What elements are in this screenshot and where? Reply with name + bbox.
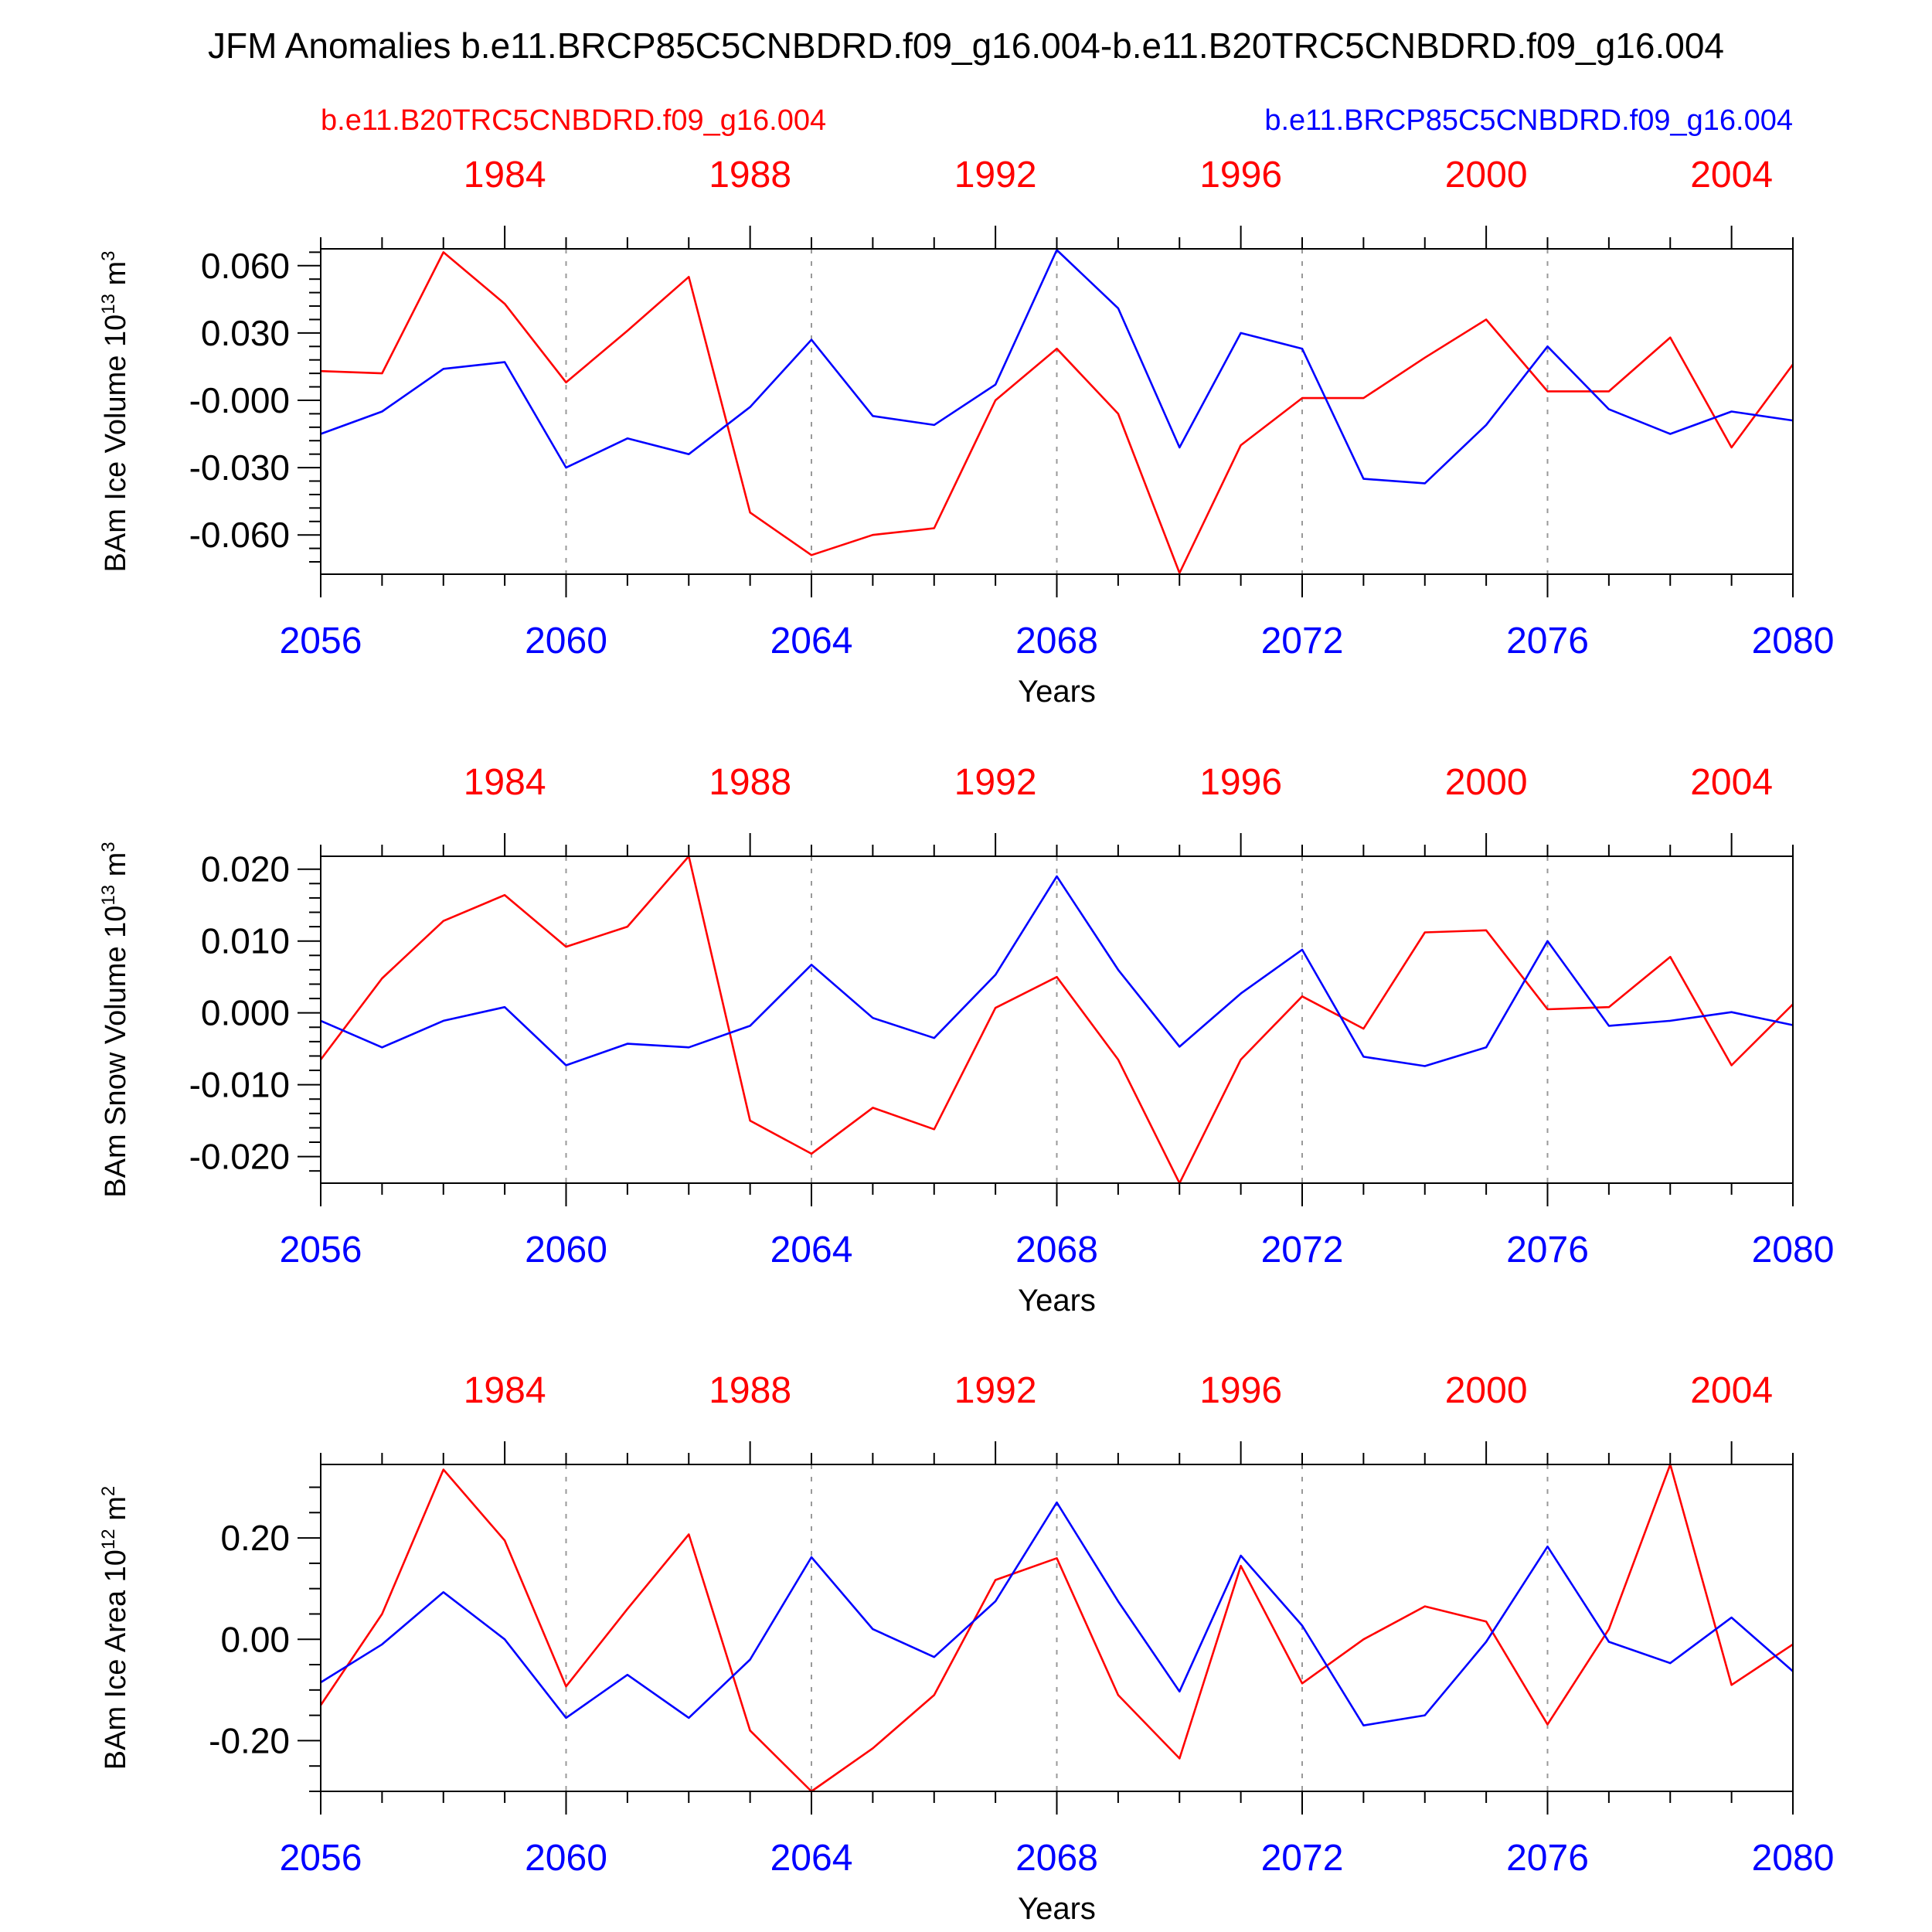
y-tick-label: -0.010 bbox=[189, 1065, 290, 1105]
y-tick-label: -0.030 bbox=[189, 447, 290, 488]
chart-panel-3: 2056 2060 2064 2068 2072 2076 2080 1984 1988 1992… bbox=[98, 1370, 1834, 1926]
x-tick-label-bottom: 2080 bbox=[1752, 1838, 1835, 1879]
y-axis-label-exponent: 13 bbox=[98, 885, 119, 906]
x-tick-label-bottom: 2072 bbox=[1261, 621, 1344, 662]
x-tick-label-top: 2004 bbox=[1690, 1370, 1773, 1411]
y-tick-label: -0.20 bbox=[209, 1720, 290, 1760]
x-tick-label-top: 1996 bbox=[1199, 1370, 1282, 1411]
x-tick-label-top: 1992 bbox=[954, 762, 1037, 803]
x-tick-label-bottom: 2064 bbox=[770, 1230, 853, 1270]
y-axis-label-unit-exponent: 2 bbox=[98, 1486, 119, 1496]
y-tick-label: 0.00 bbox=[220, 1619, 290, 1659]
y-axis-label-exponent: 12 bbox=[98, 1529, 119, 1549]
x-tick-label-bottom: 2064 bbox=[770, 1838, 853, 1879]
y-axis-label-unit-exponent: 3 bbox=[98, 842, 119, 852]
x-tick-label-bottom: 2060 bbox=[525, 621, 607, 662]
y-tick-label: -0.060 bbox=[189, 515, 290, 555]
chart-panel-2: 2056 2060 2064 2068 2072 2076 2080 1984 1988 1992… bbox=[98, 762, 1834, 1318]
y-axis-label: BAm Ice Area 1012 m2 bbox=[98, 1486, 132, 1770]
y-tick-label: 0.20 bbox=[220, 1518, 290, 1558]
y-axis-label-unit: m bbox=[100, 261, 132, 294]
x-tick-label-top: 1992 bbox=[954, 155, 1037, 196]
plot-frame bbox=[320, 248, 1794, 575]
chart-panel-1: 2056 2060 2064 2068 2072 2076 2080 1984 1988 1992… bbox=[98, 155, 1834, 709]
y-axis-label-text: BAm Snow Volume 10 bbox=[100, 906, 132, 1198]
panels: 2056 2060 2064 2068 2072 2076 2080 1984 1988 1992… bbox=[98, 155, 1834, 1926]
series-line-blue bbox=[320, 875, 1794, 1067]
x-tick-label-bottom: 2068 bbox=[1015, 1230, 1098, 1270]
y-tick-label: -0.020 bbox=[189, 1137, 290, 1177]
y-axis-label: BAm Snow Volume 1013 m3 bbox=[98, 842, 132, 1197]
x-tick-label-bottom: 2056 bbox=[280, 1230, 362, 1270]
series-line-red bbox=[320, 251, 1794, 574]
x-tick-label-bottom: 2076 bbox=[1506, 621, 1589, 662]
x-tick-label-bottom: 2076 bbox=[1506, 1838, 1589, 1879]
x-tick-label-top: 2000 bbox=[1445, 1370, 1528, 1411]
y-axis-label-unit-exponent: 3 bbox=[98, 250, 119, 260]
x-tick-label-bottom: 2080 bbox=[1752, 1230, 1835, 1270]
x-axis-label: Years bbox=[1018, 1284, 1096, 1318]
y-tick-label: -0.000 bbox=[189, 380, 290, 420]
y-axis-label-exponent: 13 bbox=[98, 294, 119, 315]
x-tick-label-top: 1992 bbox=[954, 1370, 1037, 1411]
x-tick-label-bottom: 2060 bbox=[525, 1230, 607, 1270]
series-line-blue bbox=[320, 249, 1794, 485]
x-tick-label-bottom: 2056 bbox=[280, 621, 362, 662]
x-tick-label-bottom: 2068 bbox=[1015, 1838, 1098, 1879]
series-line-red bbox=[319, 855, 1794, 1185]
x-tick-label-bottom: 2060 bbox=[525, 1838, 607, 1879]
y-axis-label-unit: m bbox=[100, 1496, 132, 1529]
x-tick-label-top: 2000 bbox=[1445, 155, 1528, 196]
x-tick-label-top: 1996 bbox=[1199, 762, 1282, 803]
x-tick-label-bottom: 2056 bbox=[280, 1838, 362, 1879]
y-tick-label: 0.030 bbox=[201, 313, 290, 353]
x-axis-label: Years bbox=[1018, 1892, 1096, 1926]
x-tick-label-top: 1984 bbox=[464, 1370, 546, 1411]
legend-blue-label: b.e11.BRCP85C5CNBDRD.f09_g16.004 bbox=[1264, 104, 1793, 137]
y-axis-label-unit: m bbox=[100, 852, 132, 885]
x-tick-label-bottom: 2072 bbox=[1261, 1838, 1344, 1879]
x-tick-label-top: 2004 bbox=[1690, 155, 1773, 196]
y-tick-label: 0.060 bbox=[201, 246, 290, 286]
y-tick-label: 0.020 bbox=[201, 849, 290, 889]
series-line-blue bbox=[320, 1501, 1794, 1726]
figure-title: JFM Anomalies b.e11.BRCP85C5CNBDRD.f09_g… bbox=[208, 26, 1724, 66]
plot-frame bbox=[320, 855, 1794, 1184]
x-tick-label-bottom: 2072 bbox=[1261, 1230, 1344, 1270]
x-tick-label-top: 1988 bbox=[709, 762, 791, 803]
y-axis-label: BAm Ice Volume 1013 m3 bbox=[98, 250, 132, 572]
x-tick-label-top: 1984 bbox=[464, 155, 546, 196]
x-tick-label-bottom: 2076 bbox=[1506, 1230, 1589, 1270]
x-tick-label-bottom: 2080 bbox=[1752, 621, 1835, 662]
x-tick-label-top: 2000 bbox=[1445, 762, 1528, 803]
x-tick-label-top: 1988 bbox=[709, 1370, 791, 1411]
y-tick-label: 0.010 bbox=[201, 921, 290, 961]
x-tick-label-bottom: 2068 bbox=[1015, 621, 1098, 662]
x-axis-label: Years bbox=[1018, 675, 1096, 709]
legend-red-label: b.e11.B20TRC5CNBDRD.f09_g16.004 bbox=[321, 104, 826, 137]
x-tick-label-top: 1988 bbox=[709, 155, 791, 196]
y-axis-label-text: BAm Ice Volume 10 bbox=[100, 315, 132, 573]
x-tick-label-bottom: 2064 bbox=[770, 621, 853, 662]
series-line-red bbox=[319, 1463, 1794, 1793]
plot-frame bbox=[320, 1464, 1794, 1792]
x-tick-label-top: 2004 bbox=[1690, 762, 1773, 803]
y-axis-label-text: BAm Ice Area 10 bbox=[100, 1549, 132, 1770]
y-tick-label: 0.000 bbox=[201, 993, 290, 1033]
x-tick-label-top: 1984 bbox=[464, 762, 546, 803]
x-tick-label-top: 1996 bbox=[1199, 155, 1282, 196]
